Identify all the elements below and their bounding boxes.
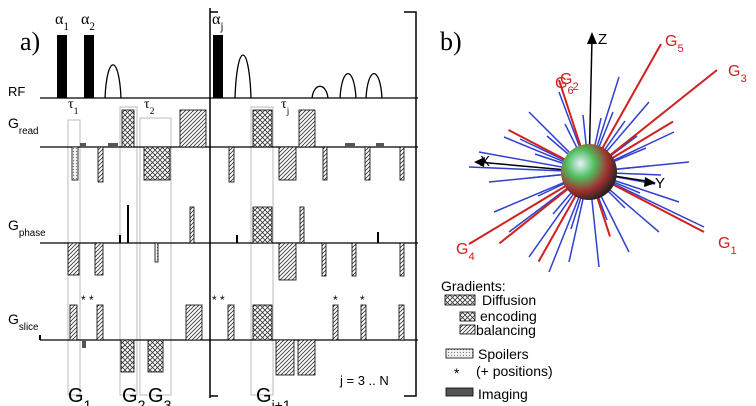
gradient-block — [322, 146, 328, 181]
gradient-block — [275, 339, 295, 376]
gradient-group-label: G3 — [148, 385, 172, 406]
axis-arrow — [644, 177, 656, 187]
pulse-label: α2 — [81, 11, 95, 33]
gradient-block — [399, 242, 405, 277]
vector-label: G4 — [456, 241, 475, 263]
gradient-block — [121, 109, 135, 148]
axis-label: Y — [655, 175, 665, 192]
gradient-block — [71, 146, 79, 181]
gradient-block — [299, 206, 305, 244]
delay-label: τ2 — [144, 97, 155, 117]
gradient-block — [252, 304, 273, 341]
gradient-block — [120, 339, 135, 373]
gradient-block — [185, 304, 203, 341]
gradient-block — [332, 304, 339, 341]
delay-label: τ1 — [68, 97, 79, 117]
gradient-block — [69, 304, 78, 341]
gradient-block — [94, 242, 104, 276]
imaging-pulse — [345, 143, 355, 147]
vector-label: G6 — [555, 75, 574, 97]
legend-text: Diffusion — [482, 292, 536, 308]
gradient-block — [228, 146, 235, 183]
axis-arrow — [474, 157, 485, 167]
legend-text: Spoilers — [478, 346, 529, 362]
rf-pulse — [84, 35, 94, 98]
pulse-label: α1 — [55, 11, 69, 33]
row-label: Gslice — [8, 311, 39, 333]
legend-swatch — [459, 311, 476, 322]
gradient-group-label: G2 — [122, 385, 146, 406]
rf-sinc — [365, 73, 383, 99]
gradient-block — [189, 206, 195, 244]
legend-text: * — [454, 365, 460, 381]
rf-sinc — [104, 64, 122, 99]
vector-label: G2 — [560, 71, 579, 93]
gradient-block — [143, 146, 171, 181]
spoiler-mark: * * — [81, 293, 94, 307]
sphere — [561, 144, 617, 200]
gradient-block — [321, 242, 327, 277]
gradient-block — [252, 206, 273, 244]
timing-window — [250, 106, 274, 396]
gradient-block — [179, 109, 207, 148]
rf-sinc — [339, 73, 357, 99]
gradient-block — [154, 242, 159, 263]
repeat-note: j = 3 .. N — [339, 373, 389, 388]
timing-window — [119, 106, 138, 396]
gradient-block — [364, 146, 371, 181]
vector-label: G5 — [665, 33, 684, 55]
row-label: Gphase — [8, 217, 46, 239]
gradient-block — [67, 242, 80, 276]
timing-window — [139, 117, 172, 396]
row-label: RF — [8, 84, 25, 99]
rf-sinc — [311, 85, 329, 99]
spoiler-mark: * * — [212, 293, 225, 307]
gradient-block — [360, 304, 367, 341]
rf-pulse — [213, 35, 223, 98]
imaging-pulse — [82, 340, 86, 348]
gradient-block — [298, 109, 316, 148]
vector-label: G1 — [718, 235, 737, 257]
gradient-block — [351, 242, 357, 277]
pulse-label: αj — [212, 11, 224, 33]
panel-label: b) — [440, 27, 462, 56]
rf-sinc — [234, 54, 252, 99]
imaging-pulse — [376, 143, 384, 147]
legend-swatch — [445, 387, 474, 397]
bracket — [210, 11, 417, 397]
gradient-block — [147, 339, 164, 373]
legend-swatch — [459, 324, 476, 335]
panel-label: a) — [20, 27, 40, 56]
row-label: Gread — [8, 115, 39, 137]
gradient-block — [278, 242, 297, 281]
gradient-block — [297, 339, 316, 376]
delay-label: τj — [281, 97, 289, 117]
rf-pulse — [57, 35, 67, 98]
legend-text: (+ positions) — [476, 363, 553, 379]
legend-text: balancing — [476, 322, 536, 338]
gradient-block — [96, 304, 104, 341]
gradient-block — [97, 146, 104, 183]
spoiler-mark: * — [360, 293, 365, 307]
spoiler-mark: * — [333, 293, 338, 307]
legend-swatch — [444, 294, 476, 306]
gradient-block — [252, 109, 273, 148]
imaging-pulse — [108, 143, 118, 147]
axis-label: X — [480, 153, 490, 170]
legend-swatch — [445, 348, 474, 359]
legend-text: encoding — [480, 308, 537, 324]
gradient-group-label: Gj+1 — [256, 385, 291, 406]
imaging-pulse — [80, 143, 86, 147]
axis-label: Z — [598, 31, 607, 48]
vector-label: G3 — [728, 63, 747, 85]
gradient-block — [227, 304, 235, 341]
axis-arrow — [587, 32, 597, 44]
gradient-block — [278, 146, 297, 181]
gradient-block — [398, 304, 405, 341]
gradient-block — [399, 146, 405, 181]
gradient-group-label: G1 — [68, 385, 92, 406]
legend-title: Gradients: — [441, 278, 506, 294]
legend-text: Imaging — [478, 386, 528, 402]
